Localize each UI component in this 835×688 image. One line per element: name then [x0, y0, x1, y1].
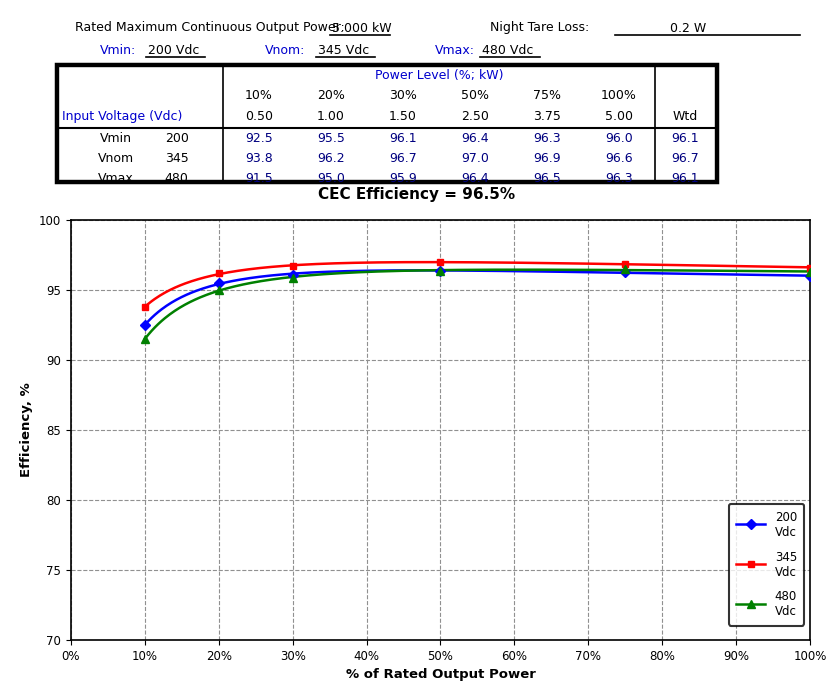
- Text: 96.1: 96.1: [671, 171, 699, 184]
- Text: 96.6: 96.6: [605, 151, 633, 164]
- Text: 0.50: 0.50: [245, 110, 273, 123]
- Text: Power Level (%; kW): Power Level (%; kW): [375, 69, 504, 83]
- Text: 96.4: 96.4: [461, 171, 488, 184]
- Text: 96.9: 96.9: [534, 151, 561, 164]
- Legend: 200
Vdc, 345
Vdc, 480
Vdc: 200 Vdc, 345 Vdc, 480 Vdc: [729, 504, 804, 625]
- Text: 96.2: 96.2: [317, 151, 345, 164]
- Text: Vnom:: Vnom:: [265, 43, 306, 56]
- Text: 100%: 100%: [601, 89, 637, 102]
- Text: 96.5: 96.5: [533, 171, 561, 184]
- Text: 3.75: 3.75: [533, 110, 561, 123]
- Bar: [56, 64, 717, 182]
- Bar: [58, 66, 715, 180]
- Text: Rated Maximum Continuous Output Power:: Rated Maximum Continuous Output Power:: [75, 21, 345, 34]
- Text: Vnom: Vnom: [98, 151, 134, 164]
- Text: 96.7: 96.7: [389, 151, 417, 164]
- Text: 200 Vdc: 200 Vdc: [148, 43, 200, 56]
- Text: 97.0: 97.0: [461, 151, 489, 164]
- Text: 10%: 10%: [245, 89, 273, 102]
- Text: 93.8: 93.8: [245, 151, 273, 164]
- Text: CEC Efficiency = 96.5%: CEC Efficiency = 96.5%: [318, 188, 515, 202]
- Text: 96.3: 96.3: [605, 171, 633, 184]
- Text: 1.50: 1.50: [389, 110, 417, 123]
- Text: 96.1: 96.1: [671, 131, 699, 144]
- Text: 95.0: 95.0: [317, 171, 345, 184]
- Text: Night Tare Loss:: Night Tare Loss:: [490, 21, 590, 34]
- Text: 345: 345: [165, 151, 189, 164]
- Text: Vmin:: Vmin:: [100, 43, 136, 56]
- Text: 480: 480: [164, 171, 189, 184]
- Text: Vmax:: Vmax:: [435, 43, 475, 56]
- Text: 1.00: 1.00: [317, 110, 345, 123]
- Text: 96.0: 96.0: [605, 131, 633, 144]
- Text: 345 Vdc: 345 Vdc: [318, 43, 369, 56]
- Text: 91.5: 91.5: [245, 171, 273, 184]
- Text: Wtd: Wtd: [672, 110, 697, 123]
- Text: 95.5: 95.5: [317, 131, 345, 144]
- Text: 96.7: 96.7: [671, 151, 699, 164]
- Text: 50%: 50%: [461, 89, 489, 102]
- Text: 2.50: 2.50: [461, 110, 489, 123]
- Text: 96.3: 96.3: [534, 131, 561, 144]
- Text: 75%: 75%: [533, 89, 561, 102]
- Text: 5.000 kW: 5.000 kW: [332, 21, 392, 34]
- X-axis label: % of Rated Output Power: % of Rated Output Power: [346, 668, 535, 681]
- Y-axis label: Efficiency, %: Efficiency, %: [20, 383, 33, 477]
- Text: 30%: 30%: [389, 89, 417, 102]
- Text: 480 Vdc: 480 Vdc: [482, 43, 534, 56]
- Text: 20%: 20%: [317, 89, 345, 102]
- Text: Vmax: Vmax: [98, 171, 134, 184]
- Text: Vmin: Vmin: [99, 131, 132, 144]
- Text: 92.5: 92.5: [245, 131, 273, 144]
- Text: 96.1: 96.1: [389, 131, 417, 144]
- Text: 5.00: 5.00: [605, 110, 633, 123]
- Text: 96.4: 96.4: [461, 131, 488, 144]
- Text: 0.2 W: 0.2 W: [670, 21, 706, 34]
- Text: 95.9: 95.9: [389, 171, 417, 184]
- Text: 200: 200: [164, 131, 189, 144]
- Text: Input Voltage (Vdc): Input Voltage (Vdc): [62, 110, 182, 123]
